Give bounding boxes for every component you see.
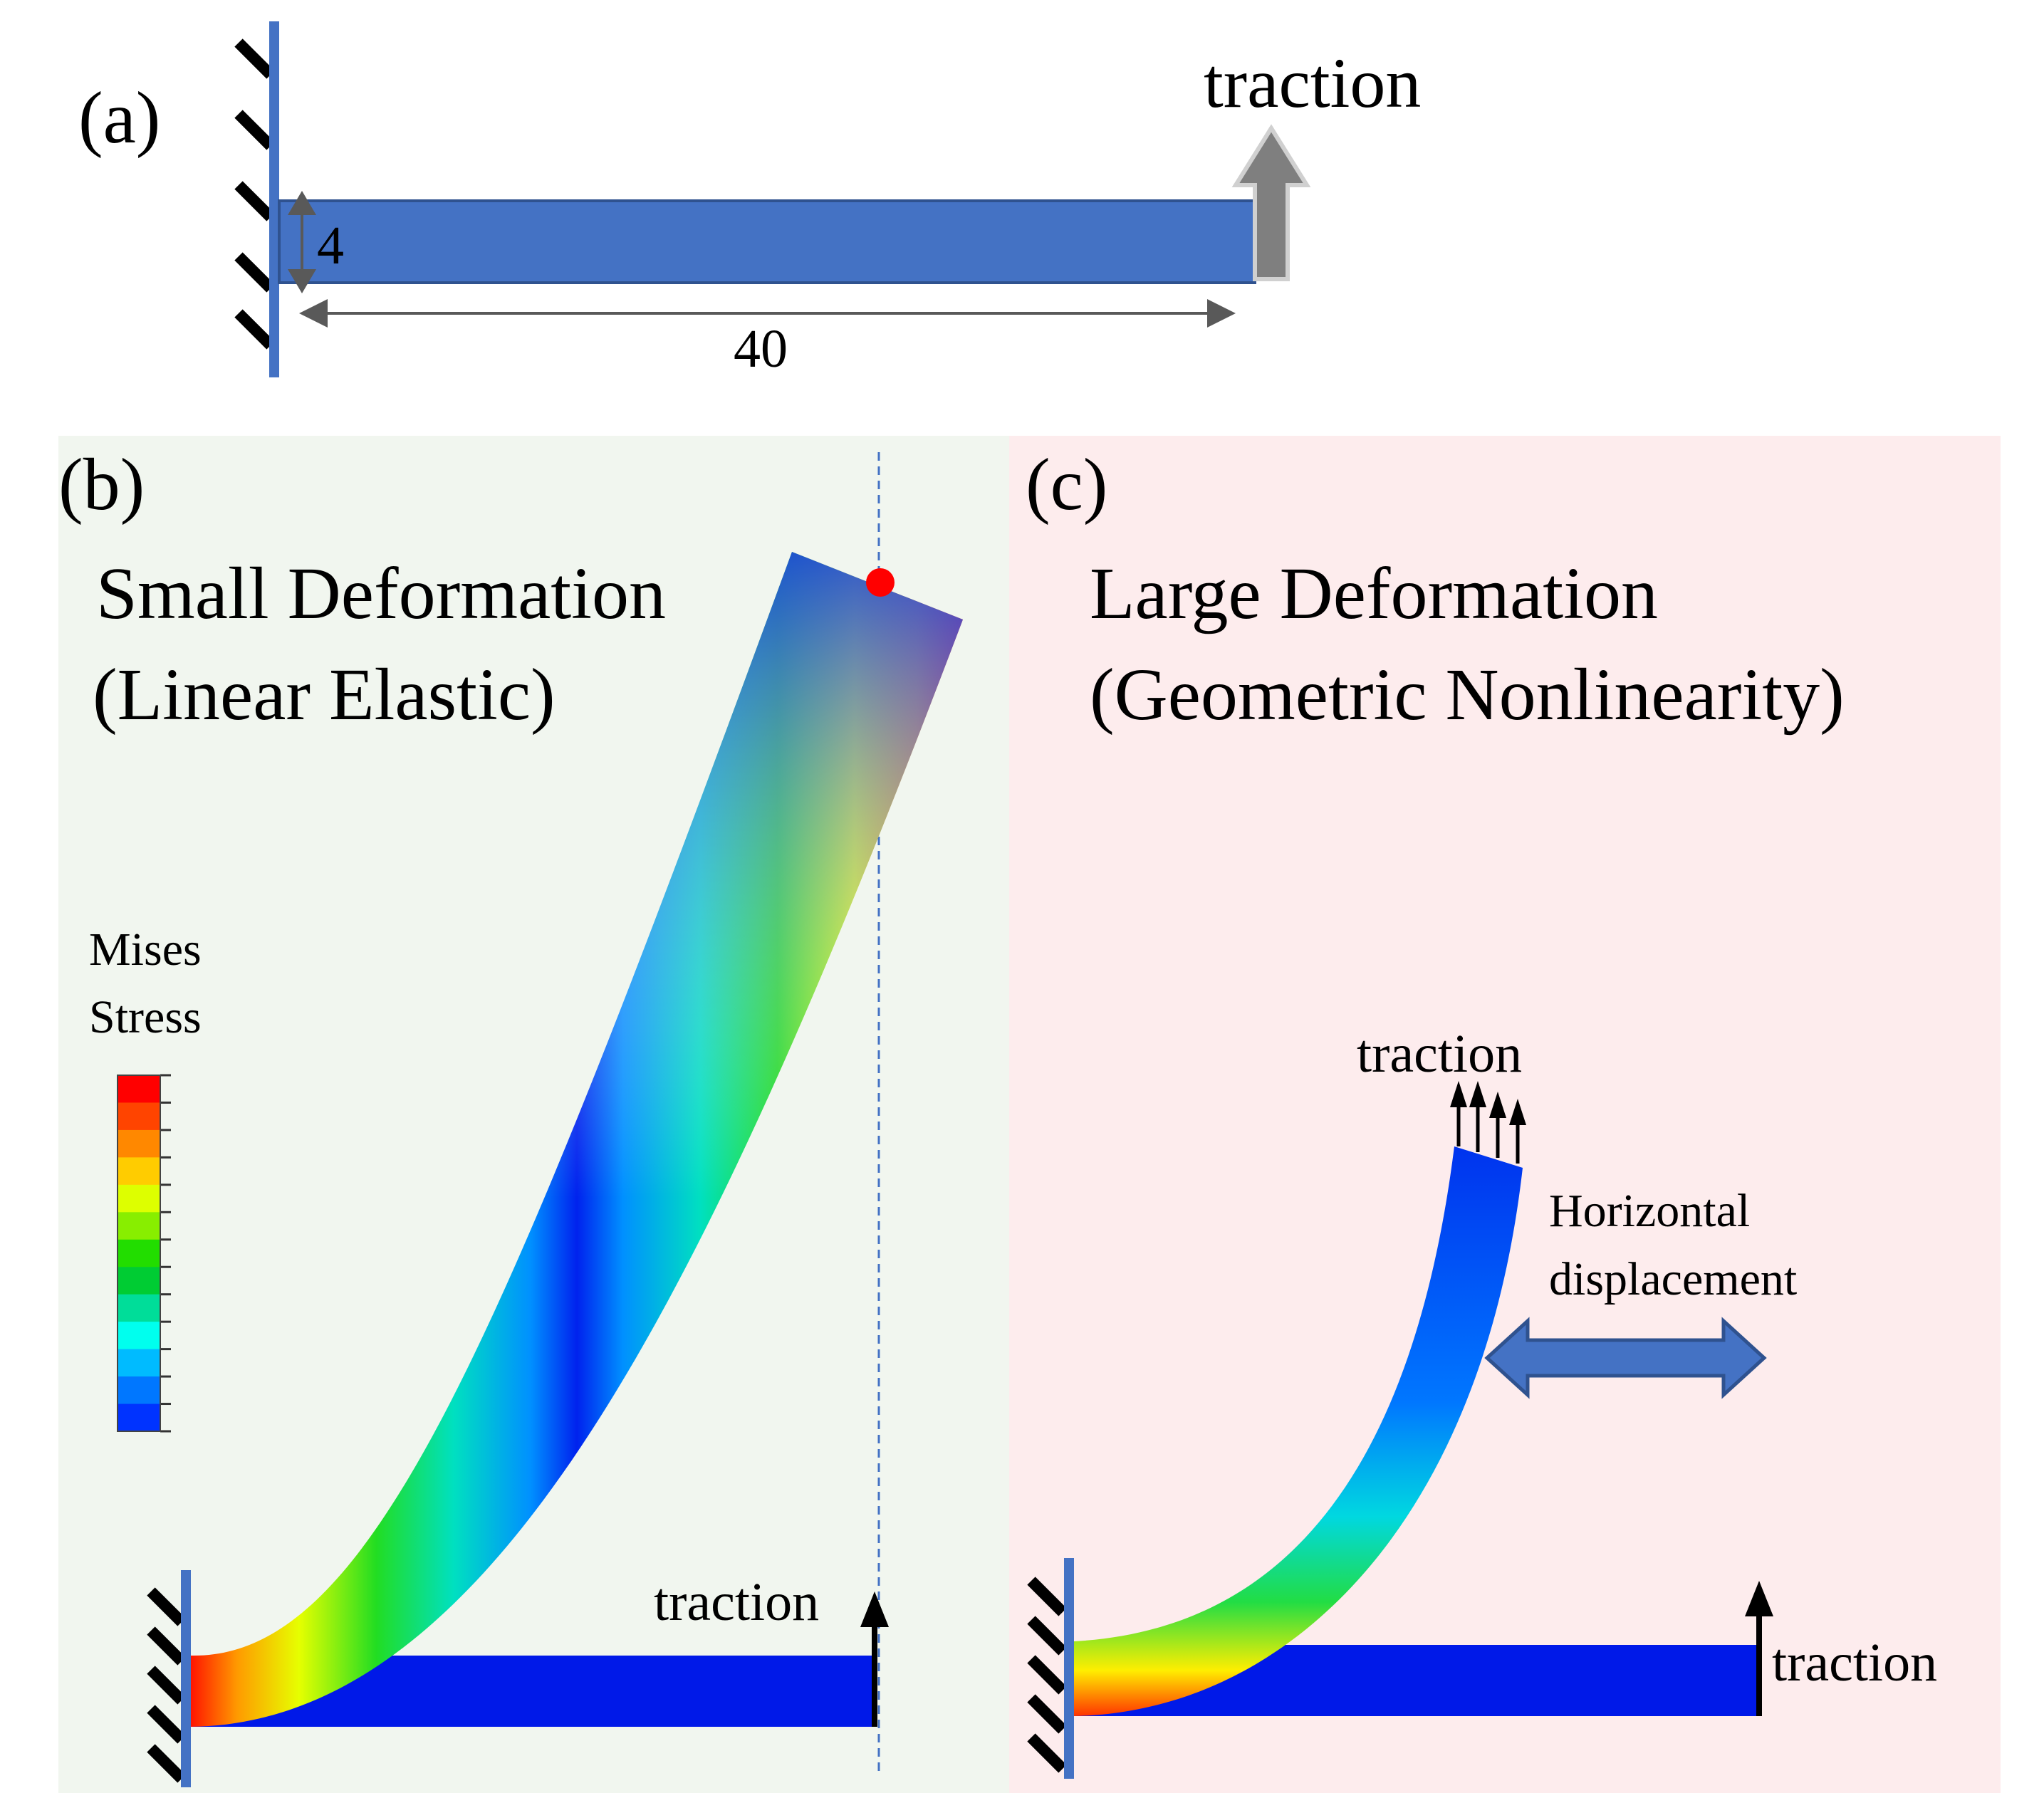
stress-color-legend — [117, 1074, 171, 1433]
panel-a: (a) 4 40 traction — [78, 21, 1421, 379]
legend-title-line1: Mises — [89, 924, 202, 976]
deformed-beam-c — [1074, 1146, 1523, 1716]
length-dim-label: 40 — [734, 319, 788, 379]
legend-swatch — [118, 1322, 160, 1350]
panel-b-title-line1: Small Deformation — [96, 553, 666, 634]
panel-b-label: (b) — [58, 444, 145, 526]
height-dimension: 4 — [288, 191, 344, 293]
traction-right-label: traction — [1772, 1633, 1937, 1693]
panel-a-label: (a) — [78, 77, 160, 159]
legend-swatch — [118, 1349, 160, 1377]
legend-swatch — [118, 1294, 160, 1322]
legend-swatch — [118, 1267, 160, 1295]
traction-label-a: traction — [1204, 43, 1421, 122]
deformed-beam-b — [191, 552, 963, 1727]
wall-b — [181, 1570, 191, 1787]
traction-arrow-b-head — [860, 1591, 889, 1627]
fixed-support-a — [234, 38, 275, 350]
wall-a — [269, 21, 279, 377]
legend-swatch — [118, 1184, 160, 1213]
panel-c: (c) Large Deformation (Geometric Nonline… — [1009, 436, 2001, 1793]
displacement-label-line1: Horizontal — [1549, 1185, 1750, 1237]
legend-swatch — [118, 1129, 160, 1158]
displacement-label-line2: displacement — [1549, 1253, 1797, 1305]
legend-border — [117, 1075, 161, 1432]
legend-swatch — [118, 1212, 160, 1240]
traction-label-b: traction — [654, 1572, 819, 1632]
legend-swatch — [118, 1239, 160, 1267]
legend-swatch — [118, 1075, 160, 1103]
fixed-support-c — [1027, 1577, 1067, 1773]
traction-arrowheads-top — [1450, 1081, 1526, 1125]
legend-swatch — [118, 1157, 160, 1186]
height-dim-label: 4 — [317, 216, 344, 276]
horizontal-displacement-arrow — [1484, 1317, 1767, 1399]
traction-arrows-top — [1456, 1100, 1520, 1164]
wall-c — [1064, 1558, 1074, 1779]
tip-marker — [866, 568, 895, 597]
panel-c-label: (c) — [1026, 444, 1107, 526]
legend-swatch — [118, 1403, 160, 1432]
fixed-support-b — [147, 1587, 186, 1783]
panel-c-title-line2: (Geometric Nonlinearity) — [1090, 654, 1845, 736]
traction-arrow-a — [1231, 124, 1311, 281]
traction-top-label: traction — [1357, 1024, 1522, 1084]
beam-a — [278, 199, 1256, 284]
panel-c-title-line1: Large Deformation — [1090, 553, 1658, 634]
legend-swatch — [118, 1376, 160, 1405]
panel-b: (b) Small Deformation (Linear Elastic) t… — [58, 436, 1009, 1793]
legend-swatch — [118, 1102, 160, 1131]
length-dimension: 40 — [299, 299, 1236, 379]
legend-title-line2: Stress — [89, 991, 202, 1043]
traction-arrow-c-head — [1745, 1581, 1773, 1616]
panel-b-title-line2: (Linear Elastic) — [93, 654, 556, 736]
